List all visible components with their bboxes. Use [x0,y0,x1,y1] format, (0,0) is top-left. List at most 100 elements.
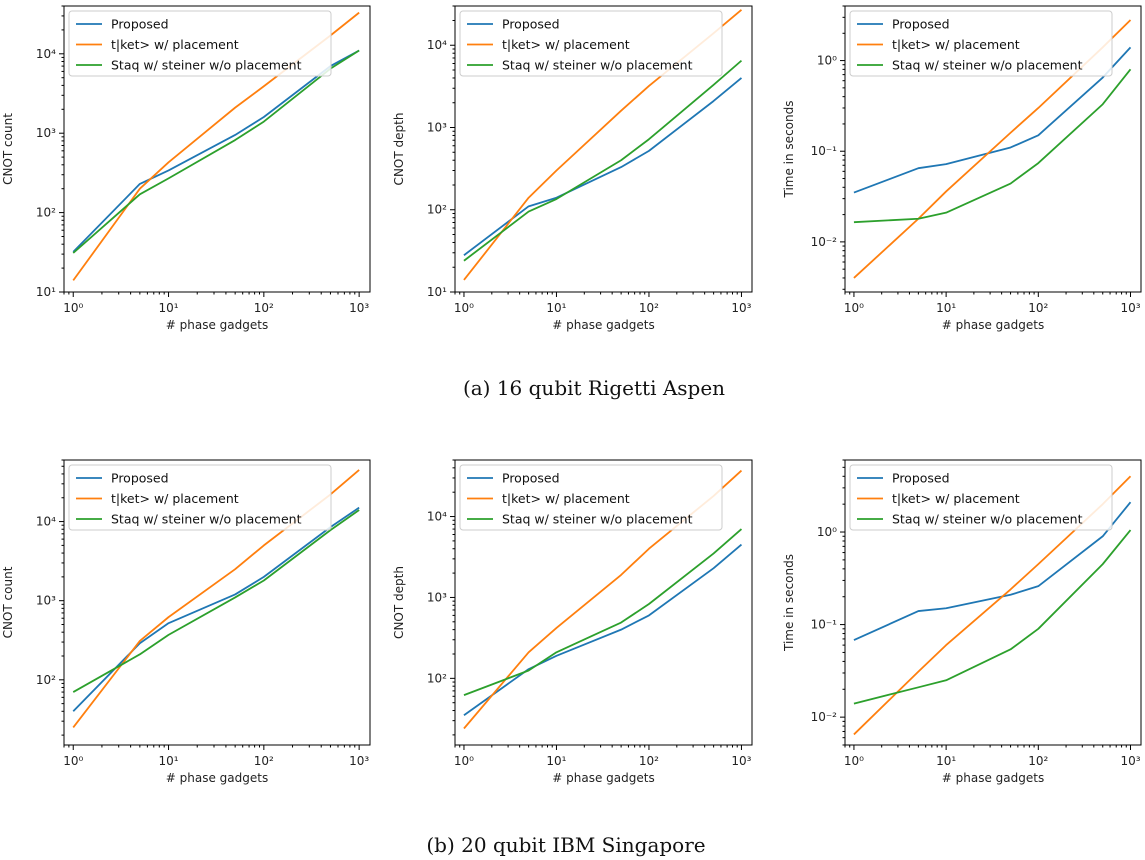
chart-6: 10⁰ 10¹ 10² 10³ 10⁻² 10⁻¹ 10⁰ # phase gadgets Ti… [782,459,1142,785]
legend-label: Proposed [111,471,169,486]
legend-label: t|ket> w/ placement [111,491,239,506]
y-tick-label: 10³ [36,594,56,608]
x-axis-label: # phase gadgets [166,318,268,332]
y-axis-label: CNOT count [1,566,15,638]
series-line-3 [463,59,743,262]
legend-box [849,10,1113,77]
plot-frame [63,5,371,293]
series-line-1 [853,501,1132,641]
legend: Proposed t|ket> w/ placement Staq w/ stein… [68,10,332,77]
series-line-3 [853,529,1132,705]
x-tick-label: 10² [639,301,659,315]
plot-frame [63,459,371,746]
x-axis-label: # phase gadgets [552,771,654,785]
legend-box [459,464,723,531]
x-tick-label: 10⁰ [454,754,474,768]
x-axis-label: # phase gadgets [942,771,1044,785]
legend-box [68,10,332,77]
legend: Proposed t|ket> w/ placement Staq w/ stein… [459,10,723,77]
legend-label: t|ket> w/ placement [502,37,630,52]
series-line-3 [72,509,360,693]
y-axis-label: CNOT depth [392,113,406,186]
plot-frame [454,5,753,293]
y-tick-label: 10¹ [427,285,447,299]
x-tick-label: 10⁰ [63,754,83,768]
x-tick-label: 10³ [731,301,751,315]
y-tick-label: 10³ [427,120,447,134]
series-line-1 [853,46,1132,194]
y-tick-label: 10⁻¹ [811,144,838,158]
y-tick-label: 10² [36,206,56,220]
x-tick-label: 10¹ [546,301,566,315]
x-tick-label: 10⁰ [63,301,83,315]
y-tick-label: 10² [427,671,447,685]
legend-label: t|ket> w/ placement [892,491,1020,506]
x-tick-label: 10² [254,301,274,315]
plot-frame [844,459,1142,746]
plot-frame [844,5,1142,293]
x-tick-label: 10¹ [158,301,178,315]
legend-box [459,10,723,77]
chart-5: 10⁰ 10¹ 10² 10³ 10² 10³ 10⁴ # phase gadgets CNOT… [392,459,753,785]
y-tick-label: 10⁴ [427,38,447,52]
legend-label: Staq w/ steiner w/o placement [502,512,693,527]
x-tick-label: 10³ [1120,754,1140,768]
x-tick-label: 10³ [1120,301,1140,315]
legend: Proposed t|ket> w/ placement Staq w/ stein… [68,464,332,531]
series-line-3 [463,528,743,696]
chart-4: 10⁰ 10¹ 10² 10³ 10² 10³ 10⁴ # phase gadgets CNOT… [1,459,371,785]
legend: Proposed t|ket> w/ placement Staq w/ stein… [849,464,1113,531]
y-axis-label: CNOT depth [392,566,406,639]
y-axis-label: Time in seconds [782,554,796,652]
legend: Proposed t|ket> w/ placement Staq w/ stein… [849,10,1113,77]
legend-label: Staq w/ steiner w/o placement [502,58,693,73]
legend-box [68,464,332,531]
y-tick-label: 10⁴ [427,510,447,524]
x-tick-label: 10² [1028,754,1048,768]
x-tick-label: 10² [1028,301,1048,315]
y-tick-label: 10⁴ [36,47,56,61]
legend-label: Staq w/ steiner w/o placement [111,58,302,73]
y-tick-label: 10⁻¹ [811,618,838,632]
legend-label: t|ket> w/ placement [502,491,630,506]
y-tick-label: 10⁴ [36,515,56,529]
y-tick-label: 10³ [36,126,56,140]
x-tick-label: 10³ [731,754,751,768]
y-tick-label: 10⁻² [811,235,838,249]
legend-label: Proposed [502,17,560,32]
legend-label: t|ket> w/ placement [111,37,239,52]
plot-frame [454,459,753,746]
x-tick-label: 10⁰ [454,301,474,315]
x-tick-label: 10¹ [936,754,956,768]
x-axis-label: # phase gadgets [552,318,654,332]
y-tick-label: 10⁰ [817,54,837,68]
x-tick-label: 10⁰ [844,754,864,768]
legend: Proposed t|ket> w/ placement Staq w/ stein… [459,464,723,531]
y-tick-label: 10⁻² [811,710,838,724]
x-tick-label: 10¹ [158,754,178,768]
y-axis-label: CNOT count [1,113,15,185]
chart-2: 10⁰ 10¹ 10² 10³ 10¹ 10² 10³ 10⁴ # phase gadgets C… [392,5,753,332]
series-line-3 [853,68,1132,224]
series-line-1 [463,543,743,716]
charts-area: 10⁰ 10¹ 10² 10³ 10¹ 10² 10³ 10⁴ # phase gadgets C… [1,5,1142,785]
x-tick-label: 10⁰ [844,301,864,315]
y-tick-label: 10² [427,203,447,217]
legend-label: Staq w/ steiner w/o placement [111,512,302,527]
legend-box [849,464,1113,531]
legend-label: t|ket> w/ placement [892,37,1020,52]
x-tick-label: 10² [254,754,274,768]
x-tick-label: 10³ [349,301,369,315]
y-tick-label: 10⁰ [817,525,837,539]
caption-a: (a) 16 qubit Rigetti Aspen [463,376,725,400]
legend-label: Proposed [892,471,950,486]
legend-label: Proposed [502,471,560,486]
x-tick-label: 10¹ [546,754,566,768]
x-tick-label: 10² [639,754,659,768]
x-tick-label: 10³ [349,754,369,768]
legend-label: Proposed [111,17,169,32]
series-line-1 [463,77,743,256]
x-tick-label: 10¹ [936,301,956,315]
x-axis-label: # phase gadgets [942,318,1044,332]
legend-label: Proposed [892,17,950,32]
